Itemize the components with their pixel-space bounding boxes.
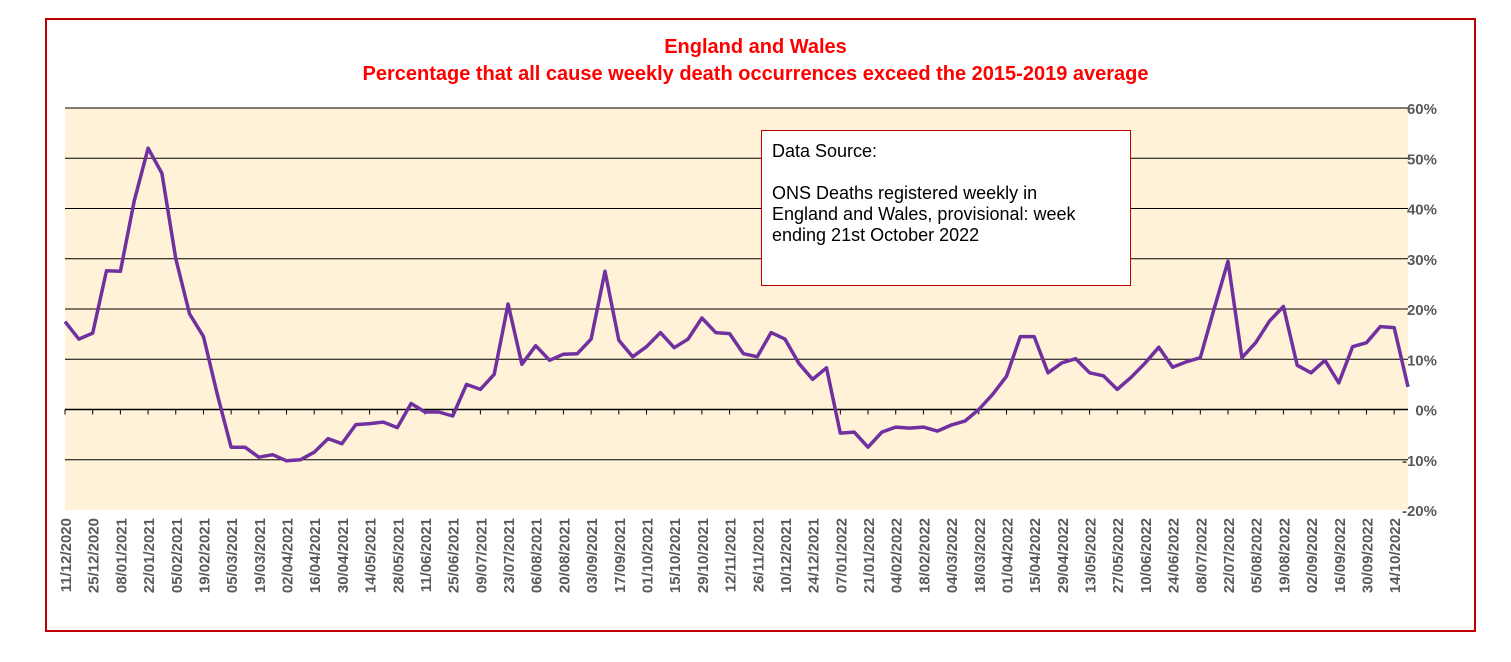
x-tick-label: 15/10/2021 xyxy=(667,518,684,593)
x-tick-label: 05/08/2022 xyxy=(1249,518,1266,593)
gridlines xyxy=(65,107,1408,461)
x-tick-label: 29/04/2022 xyxy=(1055,518,1072,593)
x-tick-label: 19/03/2021 xyxy=(252,518,269,593)
data-source-heading: Data Source: xyxy=(772,141,878,161)
y-tick-label: 60% xyxy=(1407,101,1437,118)
y-tick-label: 20% xyxy=(1407,302,1437,319)
x-tick-label: 24/06/2022 xyxy=(1166,518,1183,593)
x-tick-label: 16/09/2022 xyxy=(1332,518,1349,593)
x-tick-label: 17/09/2021 xyxy=(612,518,629,593)
y-tick-label: 40% xyxy=(1407,202,1437,219)
x-tick-label: 10/12/2021 xyxy=(778,518,795,593)
y-tick-label: -10% xyxy=(1402,453,1437,470)
x-tick-label: 07/01/2022 xyxy=(833,518,850,593)
x-tick-label: 26/11/2021 xyxy=(750,518,767,592)
x-tick-label: 11/06/2021 xyxy=(418,518,435,592)
x-tick-label: 01/10/2021 xyxy=(640,518,657,593)
x-tick-label: 10/06/2022 xyxy=(1138,518,1155,593)
data-source-spacer xyxy=(772,162,1120,183)
x-tick-label: 04/03/2022 xyxy=(944,518,961,593)
y-tick-label: 0% xyxy=(1415,403,1437,420)
x-tick-label: 14/10/2022 xyxy=(1387,518,1404,593)
x-tick-label: 25/12/2020 xyxy=(86,518,103,593)
x-tick-label: 14/05/2021 xyxy=(363,518,380,593)
y-tick-label: 10% xyxy=(1407,352,1437,369)
x-tick-label: 20/08/2021 xyxy=(556,518,573,593)
x-tick-label: 16/04/2021 xyxy=(307,518,324,593)
x-tick-label: 08/07/2022 xyxy=(1193,518,1210,593)
x-tick-label: 08/01/2021 xyxy=(113,518,130,593)
data-source-line-1: ONS Deaths registered weekly in xyxy=(772,183,1038,203)
x-tick-label: 05/02/2021 xyxy=(169,518,186,593)
x-tick-label: 04/02/2022 xyxy=(889,518,906,593)
x-tick-label: 05/03/2021 xyxy=(224,518,241,593)
x-tick-label: 18/02/2022 xyxy=(916,518,933,593)
y-tick-label: 30% xyxy=(1407,252,1437,269)
x-tick-label: 24/12/2021 xyxy=(806,518,823,593)
x-tick-label: 02/04/2021 xyxy=(280,518,297,593)
x-tick-label: 06/08/2021 xyxy=(529,518,546,593)
zero-axis-tick-marks xyxy=(64,409,1395,415)
x-tick-label: 09/07/2021 xyxy=(473,518,490,593)
x-tick-label: 11/12/2020 xyxy=(58,518,75,592)
x-tick-label: 01/04/2022 xyxy=(999,518,1016,593)
x-tick-label: 30/04/2021 xyxy=(335,518,352,593)
x-tick-label: 27/05/2022 xyxy=(1110,518,1127,593)
x-tick-label: 21/01/2022 xyxy=(861,518,878,593)
x-tick-label: 23/07/2021 xyxy=(501,518,518,593)
x-tick-label: 18/03/2022 xyxy=(972,518,989,593)
x-tick-label: 22/07/2022 xyxy=(1221,518,1238,593)
x-tick-label: 25/06/2021 xyxy=(446,518,463,593)
y-tick-label: -20% xyxy=(1402,503,1437,520)
x-tick-label: 28/05/2021 xyxy=(390,518,407,593)
x-tick-label: 30/09/2022 xyxy=(1359,518,1376,593)
x-tick-label: 22/01/2021 xyxy=(141,518,158,593)
x-tick-label: 12/11/2021 xyxy=(723,518,740,592)
data-source-line-2: England and Wales, provisional: week xyxy=(772,204,1076,224)
data-source-box: Data Source: ONS Deaths registered weekl… xyxy=(761,130,1131,286)
y-tick-label: 50% xyxy=(1407,151,1437,168)
x-axis-tick-labels: 11/12/2020 25/12/2020 08/01/2021 22/01/2021… xyxy=(58,518,1404,593)
chart-title: England and Wales xyxy=(664,36,847,58)
series-line xyxy=(63,146,1410,463)
x-tick-label: 29/10/2021 xyxy=(695,518,712,593)
y-axis-tick-labels: -20% -10% 0% 10% 20% 30% 40% 50% 60% xyxy=(1402,101,1437,520)
x-tick-label: 15/04/2022 xyxy=(1027,518,1044,593)
x-tick-label: 13/05/2022 xyxy=(1083,518,1100,593)
x-tick-label: 19/08/2022 xyxy=(1276,518,1293,593)
data-source-line-3: ending 21st October 2022 xyxy=(772,225,980,245)
x-tick-label: 02/09/2022 xyxy=(1304,518,1321,593)
chart-subtitle: Percentage that all cause weekly death o… xyxy=(362,63,1149,85)
x-tick-label: 19/02/2021 xyxy=(196,518,213,593)
x-tick-label: 03/09/2021 xyxy=(584,518,601,593)
